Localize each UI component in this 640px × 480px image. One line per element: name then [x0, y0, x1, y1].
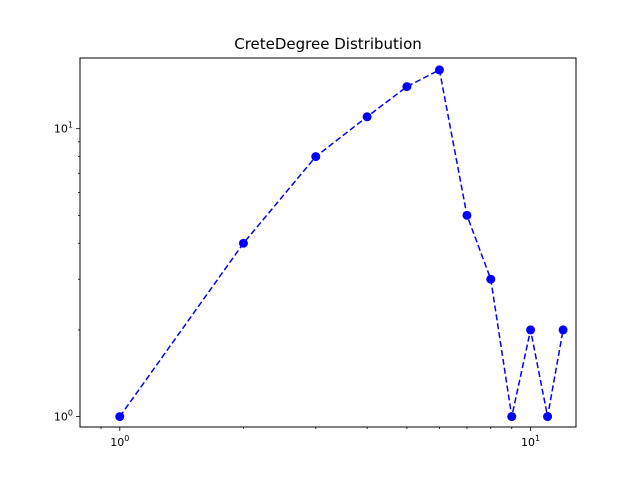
x-tick-label: 100 — [110, 434, 129, 449]
data-point — [462, 210, 472, 220]
plot-layer — [115, 65, 568, 422]
data-point — [311, 152, 321, 162]
data-point — [543, 412, 553, 422]
data-point — [115, 412, 125, 422]
data-point — [486, 274, 496, 284]
data-point — [362, 112, 372, 122]
data-point — [238, 238, 248, 248]
chart-title: CreteDegree Distribution — [234, 35, 422, 53]
data-point — [507, 412, 517, 422]
data-point — [526, 325, 536, 335]
data-point — [402, 82, 412, 92]
y-tick-label: 100 — [54, 409, 73, 424]
series-line — [119, 68, 564, 418]
data-point — [558, 325, 568, 335]
y-tick-label: 101 — [54, 121, 73, 136]
x-tick-label: 101 — [521, 434, 540, 449]
axis-layer: 100 101 100 101 — [54, 121, 540, 449]
data-point — [434, 65, 444, 75]
plot-frame — [79, 57, 577, 428]
